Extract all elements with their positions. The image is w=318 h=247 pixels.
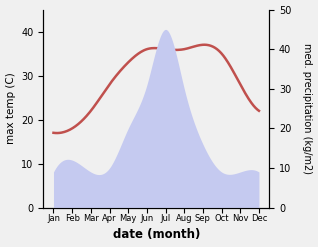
- X-axis label: date (month): date (month): [113, 228, 200, 242]
- Y-axis label: med. precipitation (kg/m2): med. precipitation (kg/m2): [302, 43, 313, 174]
- Y-axis label: max temp (C): max temp (C): [5, 73, 16, 144]
